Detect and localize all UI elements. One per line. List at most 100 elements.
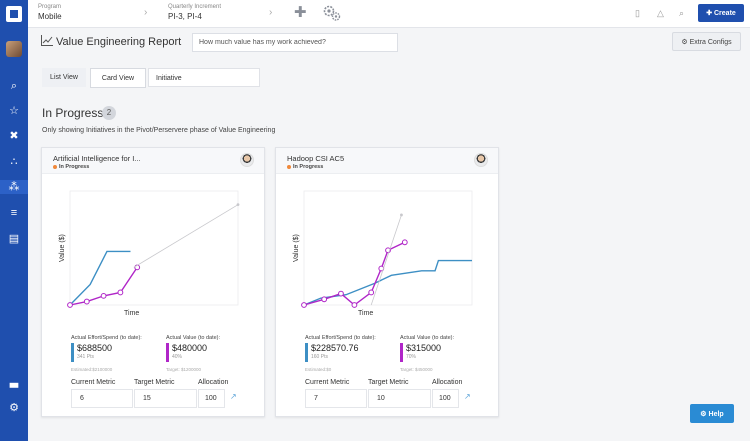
- chevron-right-icon: ›: [144, 7, 148, 18]
- gears-icon[interactable]: [322, 4, 342, 22]
- increment-label: Quarterly Increment: [168, 4, 222, 10]
- data-point: [351, 302, 358, 308]
- owner-avatar[interactable]: [240, 153, 254, 167]
- program-value: Mobile: [38, 12, 62, 21]
- search-icon[interactable]: ⌕: [10, 80, 18, 92]
- status-badge: In Progress: [287, 164, 323, 170]
- left-nav-rail: ⌕ ☆ ✖ ∴ ⁂ ≡ ▤ ▃ ⚙: [0, 0, 28, 441]
- settings-gear-icon[interactable]: ⚙: [9, 402, 19, 414]
- value-amount: $315000: [406, 343, 442, 353]
- target-metric-header: Target Metric: [368, 379, 409, 386]
- user-avatar[interactable]: [6, 41, 22, 57]
- current-metric-field[interactable]: 6: [71, 389, 133, 408]
- page-title: Value Engineering Report: [56, 36, 182, 48]
- help-button[interactable]: ⚙ Help: [690, 404, 734, 423]
- current-metric-header: Current Metric: [71, 379, 116, 386]
- effort-label: Actual Effort/Spend (to date):: [305, 335, 376, 341]
- allocation-field[interactable]: 100: [198, 389, 225, 408]
- plus-icon[interactable]: ✚: [294, 4, 307, 21]
- card-title[interactable]: Hadoop CSI AC5: [287, 154, 345, 163]
- y-axis-label: Value ($): [293, 234, 300, 262]
- chevron-right-icon: ›: [269, 7, 273, 18]
- current-metric-field[interactable]: 7: [305, 389, 367, 408]
- initiative-card[interactable]: Hadoop CSI AC5 In Progress Time Value ($)…: [275, 147, 499, 417]
- data-point: [321, 296, 328, 303]
- data-point: [117, 289, 124, 296]
- value-target: Target: $1200000: [166, 367, 202, 372]
- effort-points: 341 Pts: [77, 354, 94, 360]
- card-header: Artificial Intelligence for I... In Prog…: [42, 148, 264, 174]
- effort-estimate: Estimated:$2100000: [71, 367, 113, 372]
- shuffle-icon[interactable]: ✖: [9, 130, 19, 142]
- status-dot-icon: [53, 164, 57, 169]
- section-title: In Progress: [42, 106, 104, 120]
- roadmap-icon[interactable]: ≡: [10, 207, 18, 219]
- value-bar: [166, 343, 169, 362]
- status-badge: In Progress: [53, 164, 89, 170]
- projection-point: [236, 203, 240, 207]
- value-chart: Time Value ($): [59, 190, 240, 317]
- trend-chart-icon[interactable]: ↗: [464, 392, 471, 401]
- effort-bar: [305, 343, 308, 362]
- create-button[interactable]: ✚ Create: [698, 4, 744, 22]
- extra-configs-label: Extra Configs: [689, 38, 732, 46]
- card-header: Hadoop CSI AC5 In Progress: [276, 148, 498, 174]
- trend-chart-icon[interactable]: ↗: [230, 392, 237, 401]
- owner-avatar[interactable]: [474, 153, 488, 167]
- data-point: [401, 239, 408, 246]
- bell-icon[interactable]: △: [657, 8, 664, 18]
- status-text: In Progress: [293, 164, 324, 170]
- tab-card-view[interactable]: Card View: [90, 68, 146, 88]
- card-title[interactable]: Artificial Intelligence for I...: [53, 154, 141, 163]
- allocation-field[interactable]: 100: [432, 389, 459, 408]
- data-point: [368, 289, 375, 296]
- target-metric-field[interactable]: 10: [368, 389, 431, 408]
- data-point: [100, 292, 107, 299]
- target-metric-field[interactable]: 15: [134, 389, 197, 408]
- data-point: [83, 298, 90, 305]
- tab-list-view[interactable]: List View: [42, 68, 86, 87]
- extra-configs-button[interactable]: ⚙ Extra Configs: [672, 32, 741, 51]
- status-text: In Progress: [59, 164, 90, 170]
- effort-label: Actual Effort/Spend (to date):: [71, 335, 142, 341]
- x-axis-label: Time: [358, 310, 373, 317]
- value-bar: [400, 343, 403, 362]
- line-chart-icon: [41, 35, 53, 46]
- effort-value: $688500: [77, 343, 113, 353]
- network-icon[interactable]: ⁂: [0, 180, 28, 194]
- value-amount: $480000: [172, 343, 208, 353]
- value-chart: Time Value ($): [293, 190, 473, 317]
- plot-area: [69, 190, 239, 306]
- value-target: Target: $450000: [400, 367, 433, 372]
- hierarchy-icon[interactable]: ∴: [10, 156, 18, 168]
- program-selector[interactable]: Program Mobile: [38, 4, 62, 21]
- effort-points: 160 Pts: [311, 354, 328, 360]
- status-dot-icon: [287, 164, 291, 169]
- star-icon[interactable]: ☆: [9, 105, 19, 117]
- app-logo-icon[interactable]: [6, 6, 22, 22]
- series-line: [133, 204, 239, 268]
- initiative-filter[interactable]: Initiative: [148, 68, 260, 87]
- allocation-header: Allocation: [198, 379, 229, 386]
- inbox-icon[interactable]: ▤: [8, 233, 20, 245]
- increment-selector[interactable]: Quarterly Increment PI-3, PI-4: [168, 4, 221, 21]
- x-axis-label: Time: [124, 310, 139, 317]
- projection-point: [400, 213, 403, 217]
- clipboard-icon[interactable]: ▯: [635, 8, 640, 18]
- create-label: Create: [714, 10, 736, 17]
- value-label: Actual Value (to date):: [166, 335, 221, 341]
- program-label: Program: [38, 4, 62, 10]
- effort-value: $228570.76: [311, 343, 359, 353]
- y-axis-label: Value ($): [59, 234, 66, 262]
- reports-icon[interactable]: ▃: [9, 376, 19, 388]
- target-metric-header: Target Metric: [134, 379, 175, 386]
- value-question-input[interactable]: [192, 33, 398, 52]
- search-icon[interactable]: ⌕: [679, 8, 685, 18]
- top-bar: Program Mobile › Quarterly Increment PI-…: [28, 0, 750, 28]
- data-point: [338, 290, 344, 297]
- data-point: [301, 302, 307, 308]
- increment-value: PI-3, PI-4: [168, 12, 202, 21]
- initiative-card[interactable]: Artificial Intelligence for I... In Prog…: [41, 147, 265, 417]
- data-point: [67, 302, 73, 308]
- section-note: Only showing Initiatives in the Pivot/Pe…: [42, 127, 276, 134]
